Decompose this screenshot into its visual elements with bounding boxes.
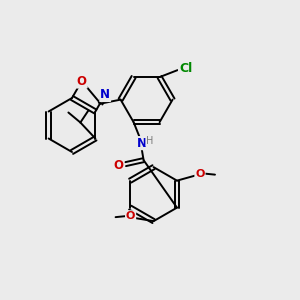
Text: O: O — [195, 169, 205, 178]
Text: Cl: Cl — [179, 61, 192, 75]
Text: N: N — [100, 88, 110, 101]
Text: H: H — [146, 136, 153, 146]
Text: O: O — [126, 211, 135, 221]
Text: O: O — [114, 159, 124, 172]
Text: O: O — [77, 75, 87, 88]
Text: N: N — [136, 136, 147, 150]
